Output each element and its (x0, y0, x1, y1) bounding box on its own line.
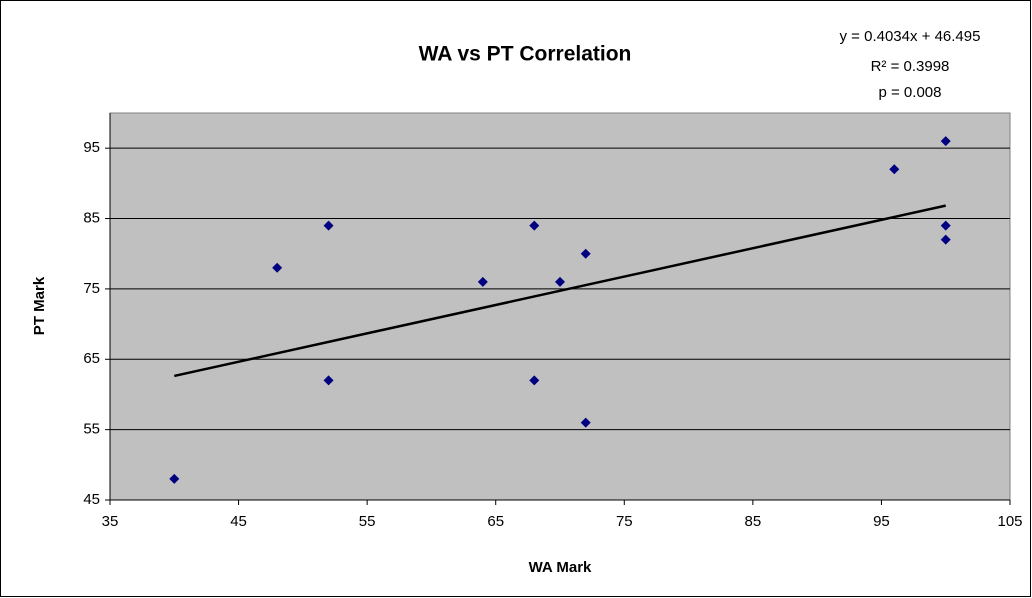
point (477, 276, 488, 287)
point (323, 375, 334, 386)
chart-title: WA vs PT Correlation (419, 43, 632, 66)
point (940, 220, 951, 231)
x-tick-label: 55 (359, 513, 376, 530)
plot-area (109, 112, 1011, 501)
annotation: R² = 0.3998 (871, 58, 950, 75)
x-tick-label: 65 (487, 513, 504, 530)
y-tick-label: 85 (83, 210, 100, 227)
y-tick-label: 65 (83, 350, 100, 367)
y-tick-label: 95 (83, 139, 100, 156)
x-tick-label: 35 (102, 513, 119, 530)
point (580, 417, 591, 428)
y-axis-label: PT Mark (31, 276, 48, 335)
trendline (174, 204, 946, 378)
point (169, 473, 180, 484)
x-tick-label: 45 (230, 513, 247, 530)
x-tick-label: 105 (997, 513, 1022, 530)
y-tick-label: 55 (83, 421, 100, 438)
annotation: p = 0.008 (879, 84, 942, 101)
point (889, 164, 900, 175)
point (323, 220, 334, 231)
x-tick-label: 85 (745, 513, 762, 530)
x-tick-label: 95 (873, 513, 890, 530)
point (555, 276, 565, 287)
x-axis-label: WA Mark (529, 559, 592, 576)
point (580, 248, 591, 259)
point (272, 262, 283, 273)
point (940, 136, 951, 147)
annotation: y = 0.4034x + 46.495 (840, 28, 981, 45)
point (940, 234, 951, 245)
y-tick-label: 45 (83, 491, 100, 508)
point (529, 375, 540, 386)
y-tick-label: 75 (83, 280, 100, 297)
x-tick-label: 75 (616, 513, 633, 530)
point (529, 220, 540, 231)
